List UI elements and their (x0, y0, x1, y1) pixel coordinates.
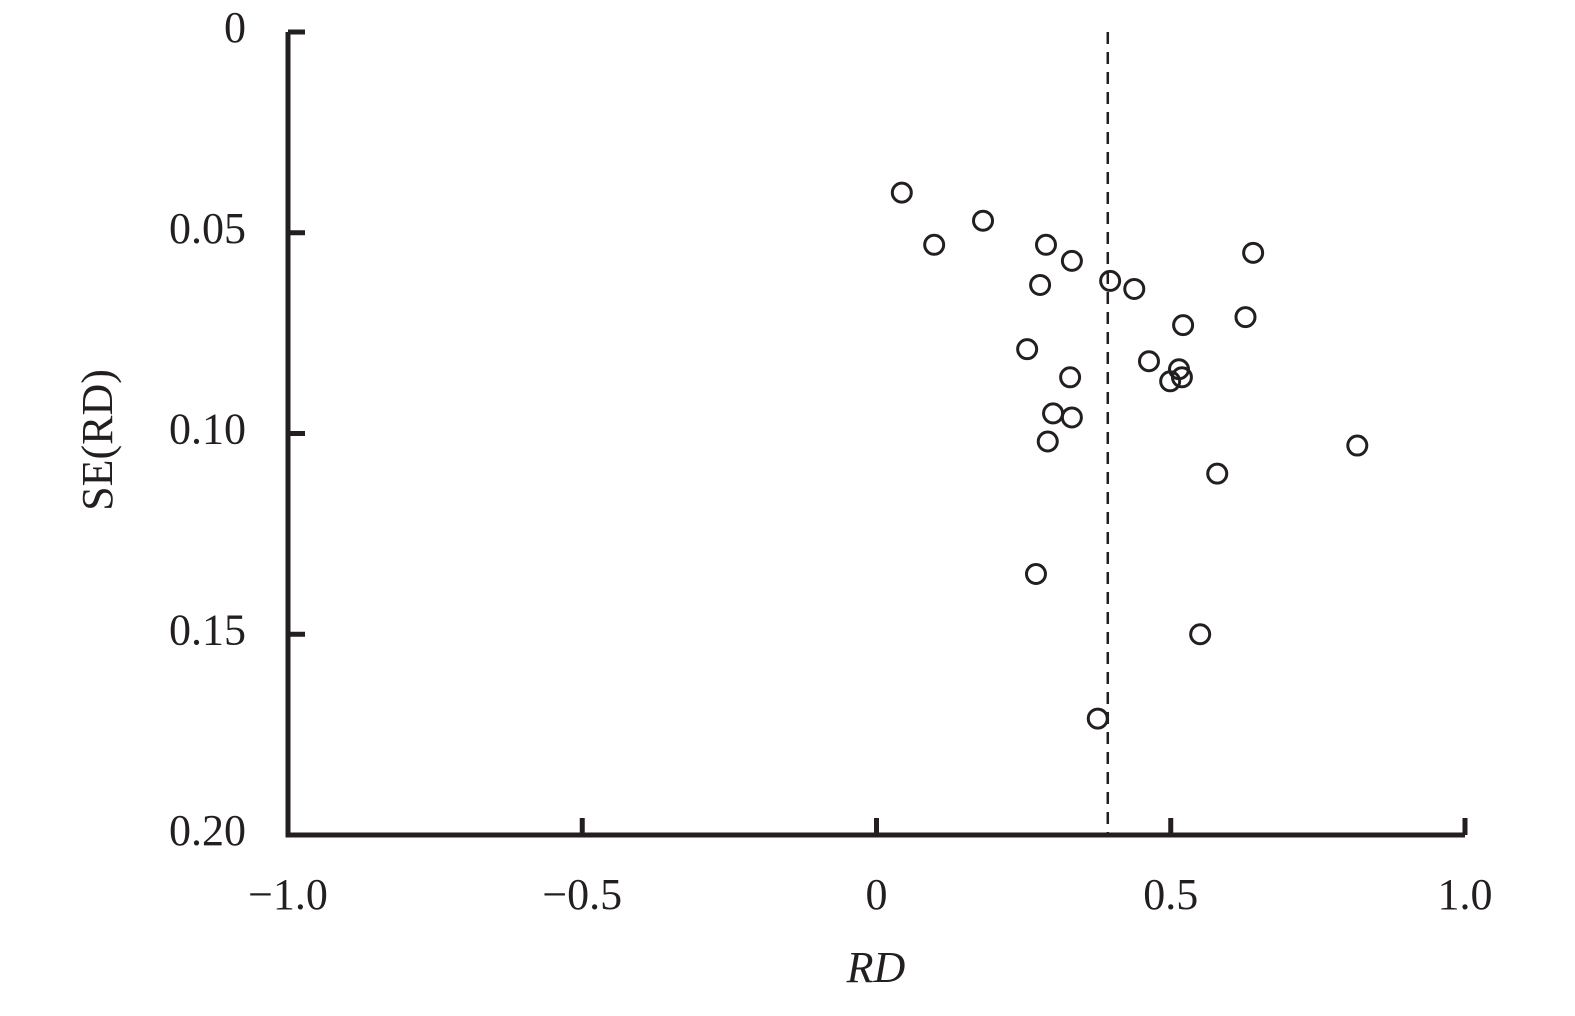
x-axis-label: RD (846, 943, 906, 992)
axis-line (285, 32, 1465, 838)
point (972, 209, 995, 232)
x-tick-label: 0 (866, 870, 888, 919)
point (1034, 233, 1057, 256)
point (1042, 402, 1065, 425)
point (1016, 338, 1039, 361)
y-tick-label: 0.20 (169, 806, 246, 855)
x-tick-label: −1.0 (248, 870, 328, 919)
y-tick-label: 0.10 (169, 405, 246, 454)
point (1059, 366, 1082, 389)
point (890, 181, 913, 204)
x-tick-label: 0.5 (1143, 870, 1198, 919)
point (1189, 623, 1212, 646)
point (1036, 430, 1059, 453)
point (923, 233, 946, 256)
point (1123, 277, 1146, 300)
y-axis-label: SE(RD) (73, 369, 122, 511)
y-tick-label: 0.05 (169, 204, 246, 253)
point (1172, 314, 1195, 337)
point (1060, 406, 1083, 429)
point (1346, 434, 1369, 457)
point (1234, 306, 1257, 329)
point (1206, 462, 1229, 485)
x-tick-label: −0.5 (542, 870, 622, 919)
y-tick-label: 0.15 (169, 605, 246, 654)
point (1242, 241, 1265, 264)
y-tick-label: 0 (224, 3, 246, 52)
point (1024, 563, 1047, 586)
point (1086, 707, 1109, 730)
point (1099, 269, 1122, 292)
point (1170, 366, 1193, 389)
point (1137, 350, 1160, 373)
point (1159, 370, 1182, 393)
point (1060, 249, 1083, 272)
x-tick-label: 1.0 (1438, 870, 1493, 919)
point (1029, 273, 1052, 296)
